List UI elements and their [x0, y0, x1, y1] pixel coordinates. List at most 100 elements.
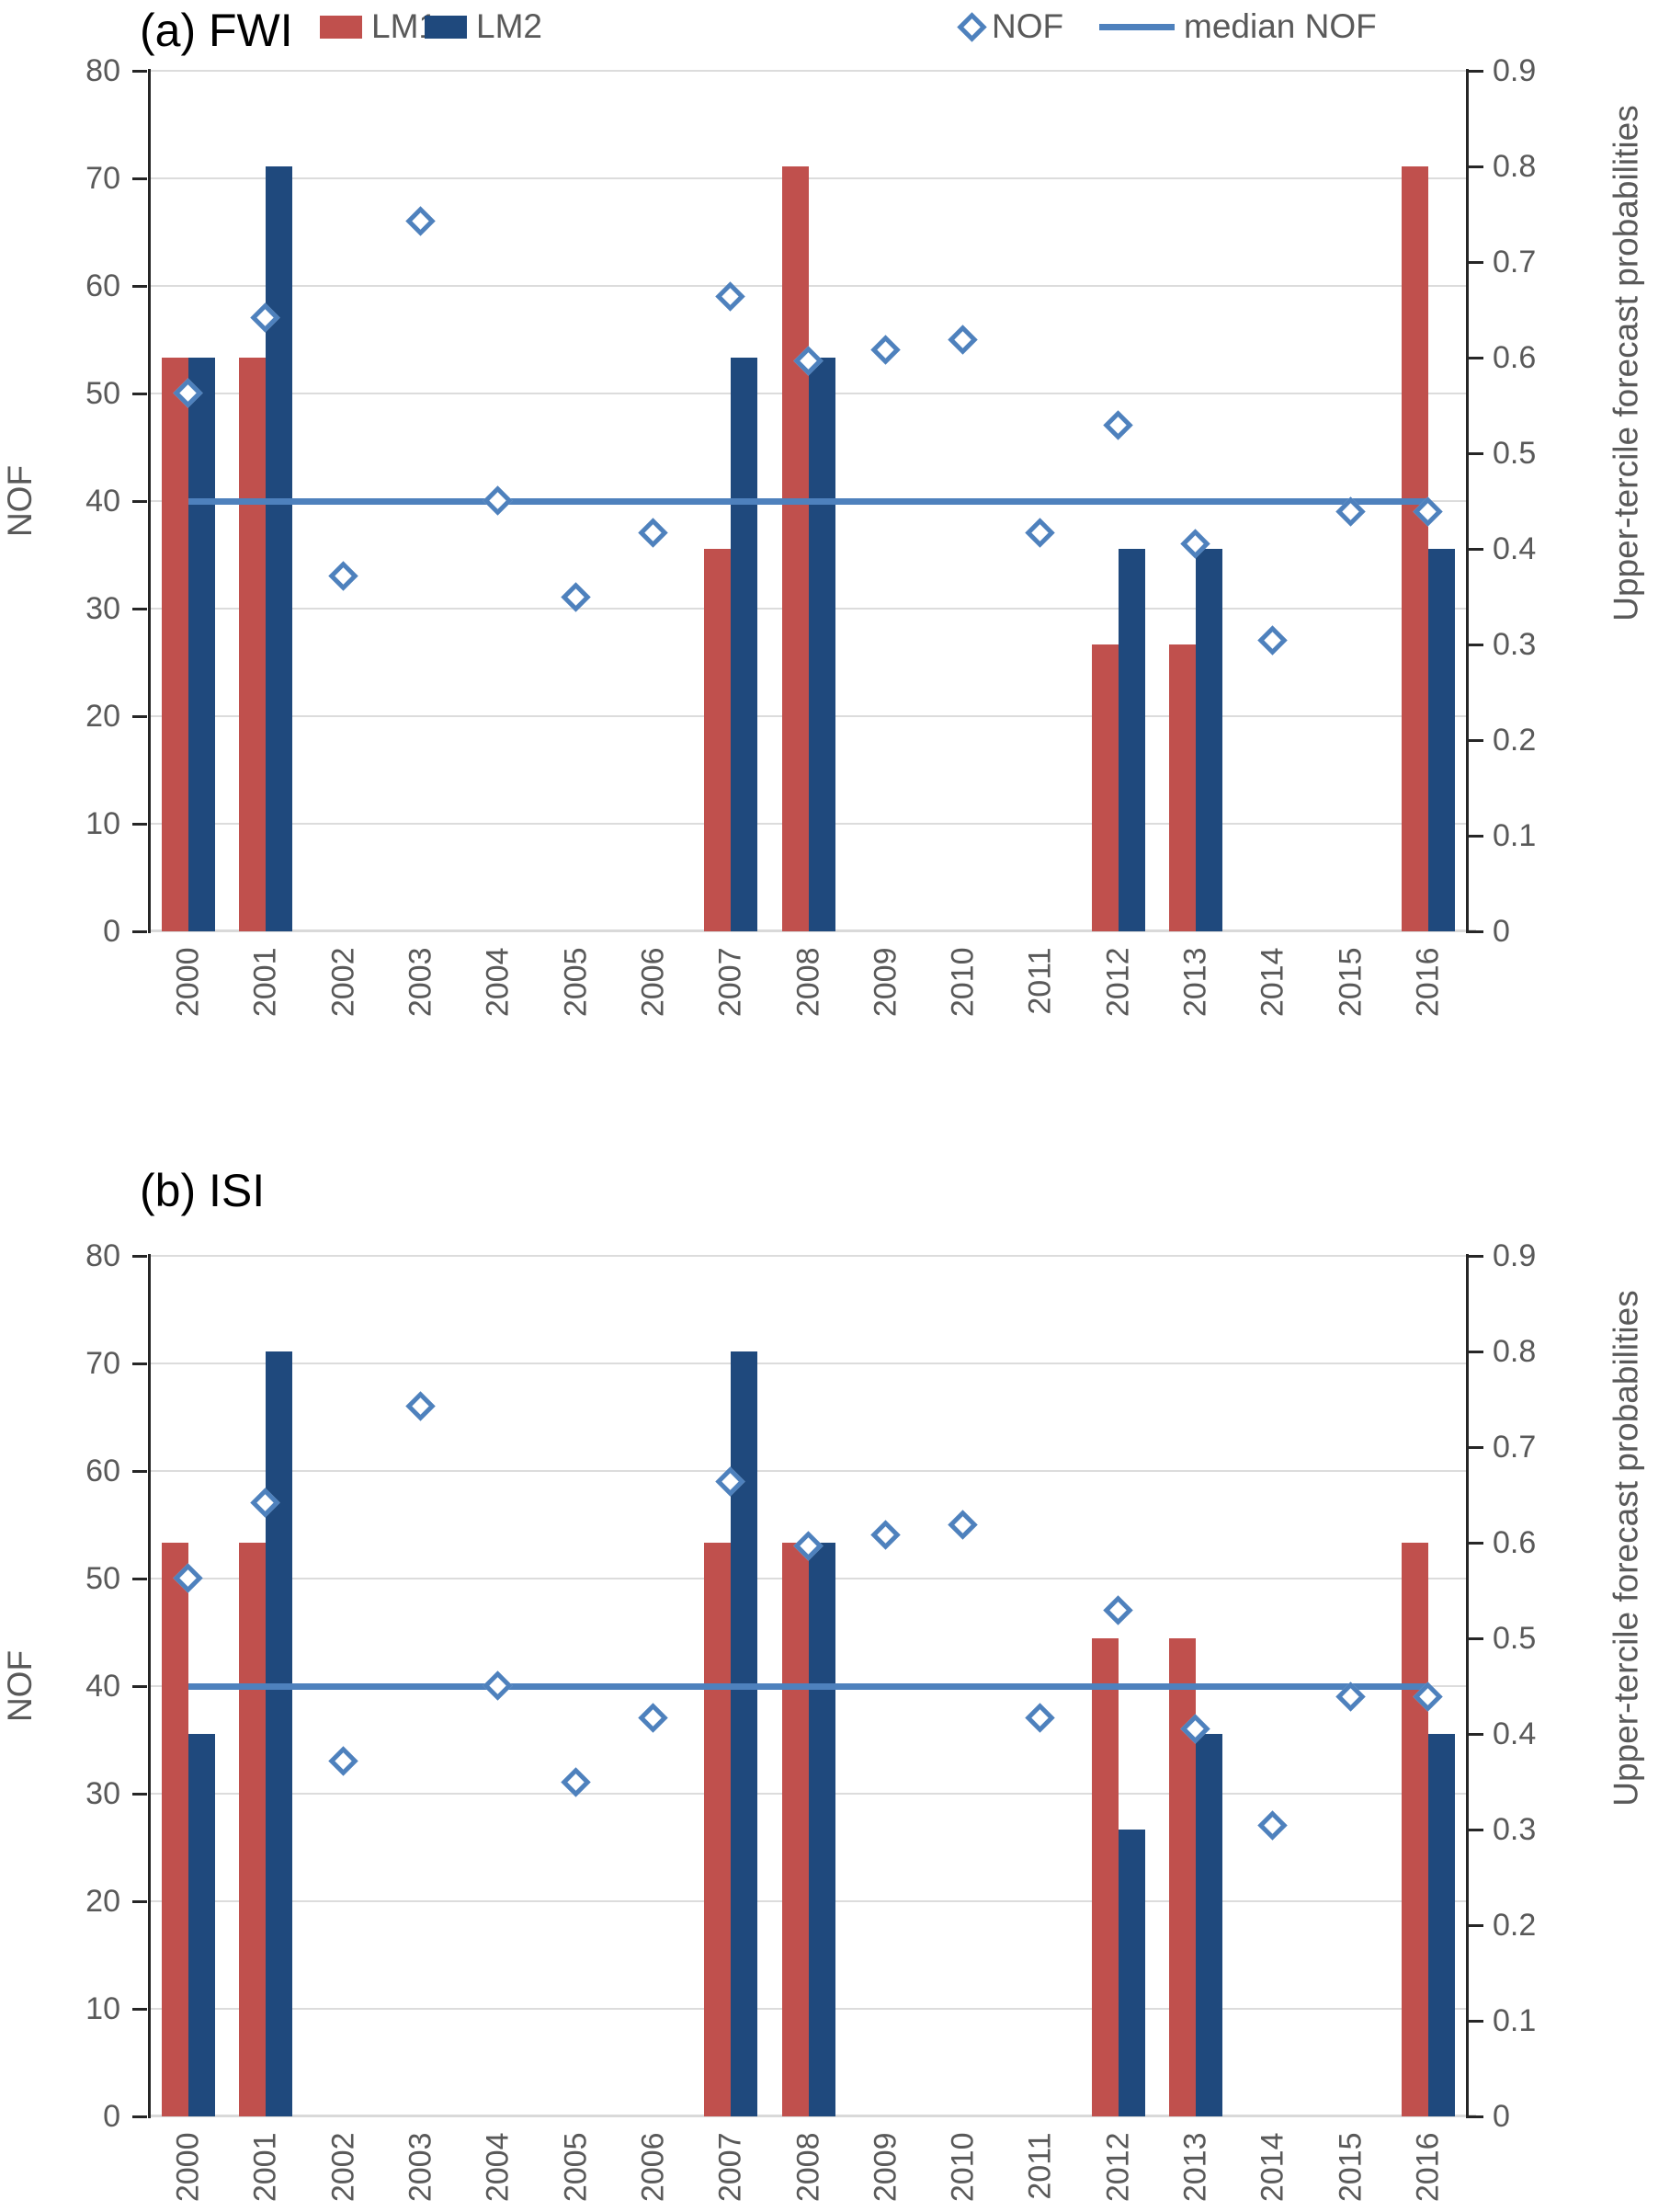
y-axis-left-tick	[132, 608, 147, 610]
x-axis-label-text: 2003	[403, 947, 438, 1017]
y-axis-left-tick-label: 60	[85, 268, 120, 303]
nof-point-2009	[870, 335, 901, 365]
x-axis-label-text: 2000	[170, 947, 206, 1017]
bar-lm1-2008	[781, 1543, 809, 2116]
y-axis-left-tick	[132, 823, 147, 826]
legend-label-lm2: LM2	[476, 7, 542, 45]
y-axis-right-tick	[1469, 261, 1483, 264]
y-axis-left-tick-label: 50	[85, 376, 120, 411]
gridline	[150, 177, 1467, 179]
nof-point-2006	[638, 1703, 668, 1733]
y-axis-left-tick	[132, 1578, 147, 1580]
x-axis-label-text: 2001	[247, 947, 283, 1017]
y-axis-left-tick	[132, 393, 147, 395]
y-axis-left-tick	[132, 177, 147, 180]
x-axis-label-text: 2011	[1022, 947, 1058, 1015]
y-axis-right-tick	[1469, 2115, 1483, 2118]
bar-lm2-2016	[1427, 549, 1455, 931]
chart-b-title: (b) ISI	[140, 1165, 266, 1216]
y-axis-right-tick-label: 0.7	[1493, 245, 1537, 279]
y-axis-right-tick	[1469, 1924, 1483, 1927]
x-axis-label-text: 2001	[247, 2132, 283, 2202]
y-axis-left-tick-label: 30	[85, 591, 120, 626]
nof-point-2012	[1102, 410, 1133, 440]
y-axis-left-tick-label: 60	[85, 1454, 120, 1488]
y-axis-right-tick	[1469, 1733, 1483, 1736]
bar-lm2-2012	[1118, 1830, 1145, 2116]
chart-a-right-axis-title: Upper-tercile forecast probabilities	[1599, 0, 1654, 777]
nof-diamond-swatch-icon	[957, 11, 987, 42]
legend-item-median-nof: median NOF	[1099, 7, 1377, 46]
y-axis-right-tick	[1469, 165, 1483, 168]
y-axis-right-tick-label: 0.5	[1493, 1621, 1537, 1656]
bar-lm2-2016	[1427, 1734, 1455, 2116]
bar-lm1-2016	[1401, 166, 1428, 931]
nof-point-2011	[1025, 518, 1056, 548]
y-axis-right-tick-label: 0.6	[1493, 340, 1537, 375]
x-axis-label-2016: 2016	[1373, 942, 1483, 1062]
x-axis-label-text: 2002	[325, 947, 361, 1017]
bar-lm2-2007	[731, 358, 758, 931]
x-axis-label-text: 2008	[790, 947, 825, 1017]
x-axis-label-text: 2012	[1100, 2132, 1136, 2202]
bar-lm2-2007	[731, 1351, 758, 2116]
x-axis-label-text: 2014	[1255, 2132, 1290, 2202]
bar-lm1-2012	[1091, 644, 1119, 931]
bar-lm1-2008	[781, 166, 809, 931]
y-axis-right-tick	[1469, 357, 1483, 359]
bar-lm1-2000	[162, 358, 189, 931]
y-axis-left-tick-label: 10	[85, 1991, 120, 2026]
x-axis-label-text: 2005	[558, 2132, 594, 2202]
nof-point-2014	[1257, 1810, 1289, 1841]
nof-point-2009	[870, 1520, 901, 1550]
x-axis-label-text: 2008	[790, 2132, 825, 2202]
y-axis-left-tick-label: 80	[85, 1238, 120, 1273]
y-axis-right-tick	[1469, 70, 1483, 73]
nof-point-2002	[327, 1746, 358, 1776]
gridline	[150, 285, 1467, 287]
bar-lm1-2007	[704, 1543, 732, 2116]
nof-point-2004	[483, 1670, 514, 1701]
x-axis-label-text: 2007	[712, 947, 748, 1017]
bar-lm2-2008	[808, 358, 835, 931]
y-axis-left-line	[148, 1254, 151, 2118]
y-axis-left-tick-label: 30	[85, 1776, 120, 1811]
lm2-bar-swatch-icon	[425, 15, 467, 39]
y-axis-right-tick-label: 0.1	[1493, 818, 1537, 853]
y-axis-right-tick	[1469, 1637, 1483, 1640]
y-axis-right-tick-label: 0.9	[1493, 53, 1537, 88]
y-axis-right-tick-label: 0.1	[1493, 2003, 1537, 2038]
bar-lm1-2013	[1168, 644, 1196, 931]
y-axis-left-line	[148, 69, 151, 933]
y-axis-left-tick	[132, 70, 147, 73]
y-axis-left-tick-label: 20	[85, 1884, 120, 1919]
y-axis-right-tick-label: 0.8	[1493, 149, 1537, 184]
y-axis-right-tick-label: 0.8	[1493, 1334, 1537, 1369]
median-nof-line	[188, 1683, 1428, 1690]
x-axis-label-text: 2009	[868, 2132, 903, 2202]
chart-b-right-axis-title-text: Upper-tercile forecast probabilities	[1608, 1290, 1646, 1807]
y-axis-right-tick	[1469, 2020, 1483, 2023]
y-axis-left-tick-label: 20	[85, 699, 120, 734]
y-axis-left-tick	[132, 2115, 147, 2118]
y-axis-left-tick	[132, 1685, 147, 1688]
legend-label-median-nof: median NOF	[1184, 7, 1377, 45]
x-axis-label-text: 2000	[170, 2132, 206, 2202]
legend-item-lm1: LM1	[320, 7, 437, 46]
y-axis-right-tick-label: 0.4	[1493, 1716, 1537, 1751]
nof-point-2004	[483, 485, 514, 516]
x-axis-label-text: 2010	[945, 2132, 981, 2202]
nof-point-2011	[1025, 1703, 1056, 1733]
y-axis-left-tick-label: 50	[85, 1561, 120, 1596]
y-axis-right-tick-label: 0.2	[1493, 1908, 1537, 1943]
y-axis-left-tick-label: 0	[103, 914, 120, 949]
nof-point-2003	[405, 206, 436, 236]
y-axis-left-tick-label: 70	[85, 1346, 120, 1381]
y-axis-right-tick	[1469, 644, 1483, 646]
x-axis-label-text: 2016	[1410, 2132, 1446, 2202]
bar-lm1-2016	[1401, 1543, 1428, 2116]
x-axis-label-text: 2014	[1255, 947, 1290, 1017]
nof-point-2010	[948, 324, 978, 355]
median-nof-line	[188, 498, 1428, 505]
